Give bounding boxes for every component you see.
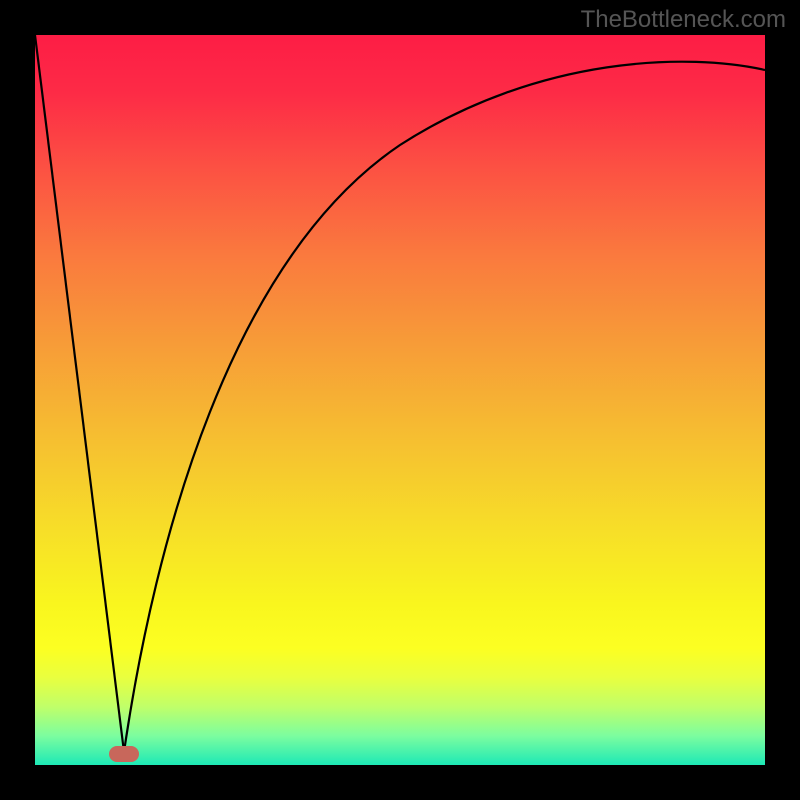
curve-right-branch (124, 62, 765, 752)
plot-area (35, 35, 765, 765)
curve-layer (35, 35, 765, 765)
minimum-marker (109, 746, 139, 762)
curve-left-branch (35, 35, 124, 752)
watermark-text: TheBottleneck.com (581, 6, 786, 34)
